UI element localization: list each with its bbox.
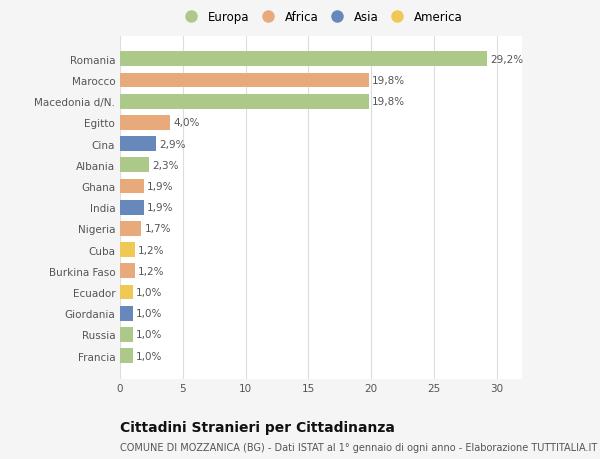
Bar [120,158,149,173]
Text: 1,2%: 1,2% [138,245,165,255]
Bar [120,137,157,151]
Legend: Europa, Africa, Asia, America: Europa, Africa, Asia, America [177,8,465,26]
Text: 2,3%: 2,3% [152,160,179,170]
Text: 1,0%: 1,0% [136,308,162,319]
Text: 19,8%: 19,8% [372,76,405,86]
Bar [120,52,487,67]
Text: 2,9%: 2,9% [160,139,186,149]
Text: 1,9%: 1,9% [147,203,173,213]
Text: 1,2%: 1,2% [138,266,165,276]
Bar [120,73,369,88]
Text: 1,9%: 1,9% [147,182,173,191]
Text: Cittadini Stranieri per Cittadinanza: Cittadini Stranieri per Cittadinanza [120,420,395,434]
Bar [120,264,135,279]
Bar [120,243,135,257]
Bar [120,348,133,363]
Bar [120,285,133,300]
Bar [120,116,170,130]
Bar [120,95,369,109]
Text: 4,0%: 4,0% [173,118,200,128]
Text: 1,0%: 1,0% [136,330,162,340]
Bar [120,200,144,215]
Bar [120,179,144,194]
Text: COMUNE DI MOZZANICA (BG) - Dati ISTAT al 1° gennaio di ogni anno - Elaborazione : COMUNE DI MOZZANICA (BG) - Dati ISTAT al… [120,442,597,452]
Bar [120,306,133,321]
Text: 1,0%: 1,0% [136,351,162,361]
Text: 19,8%: 19,8% [372,97,405,107]
Bar [120,327,133,342]
Bar [120,221,142,236]
Text: 29,2%: 29,2% [490,55,523,65]
Text: 1,0%: 1,0% [136,287,162,297]
Text: 1,7%: 1,7% [145,224,171,234]
